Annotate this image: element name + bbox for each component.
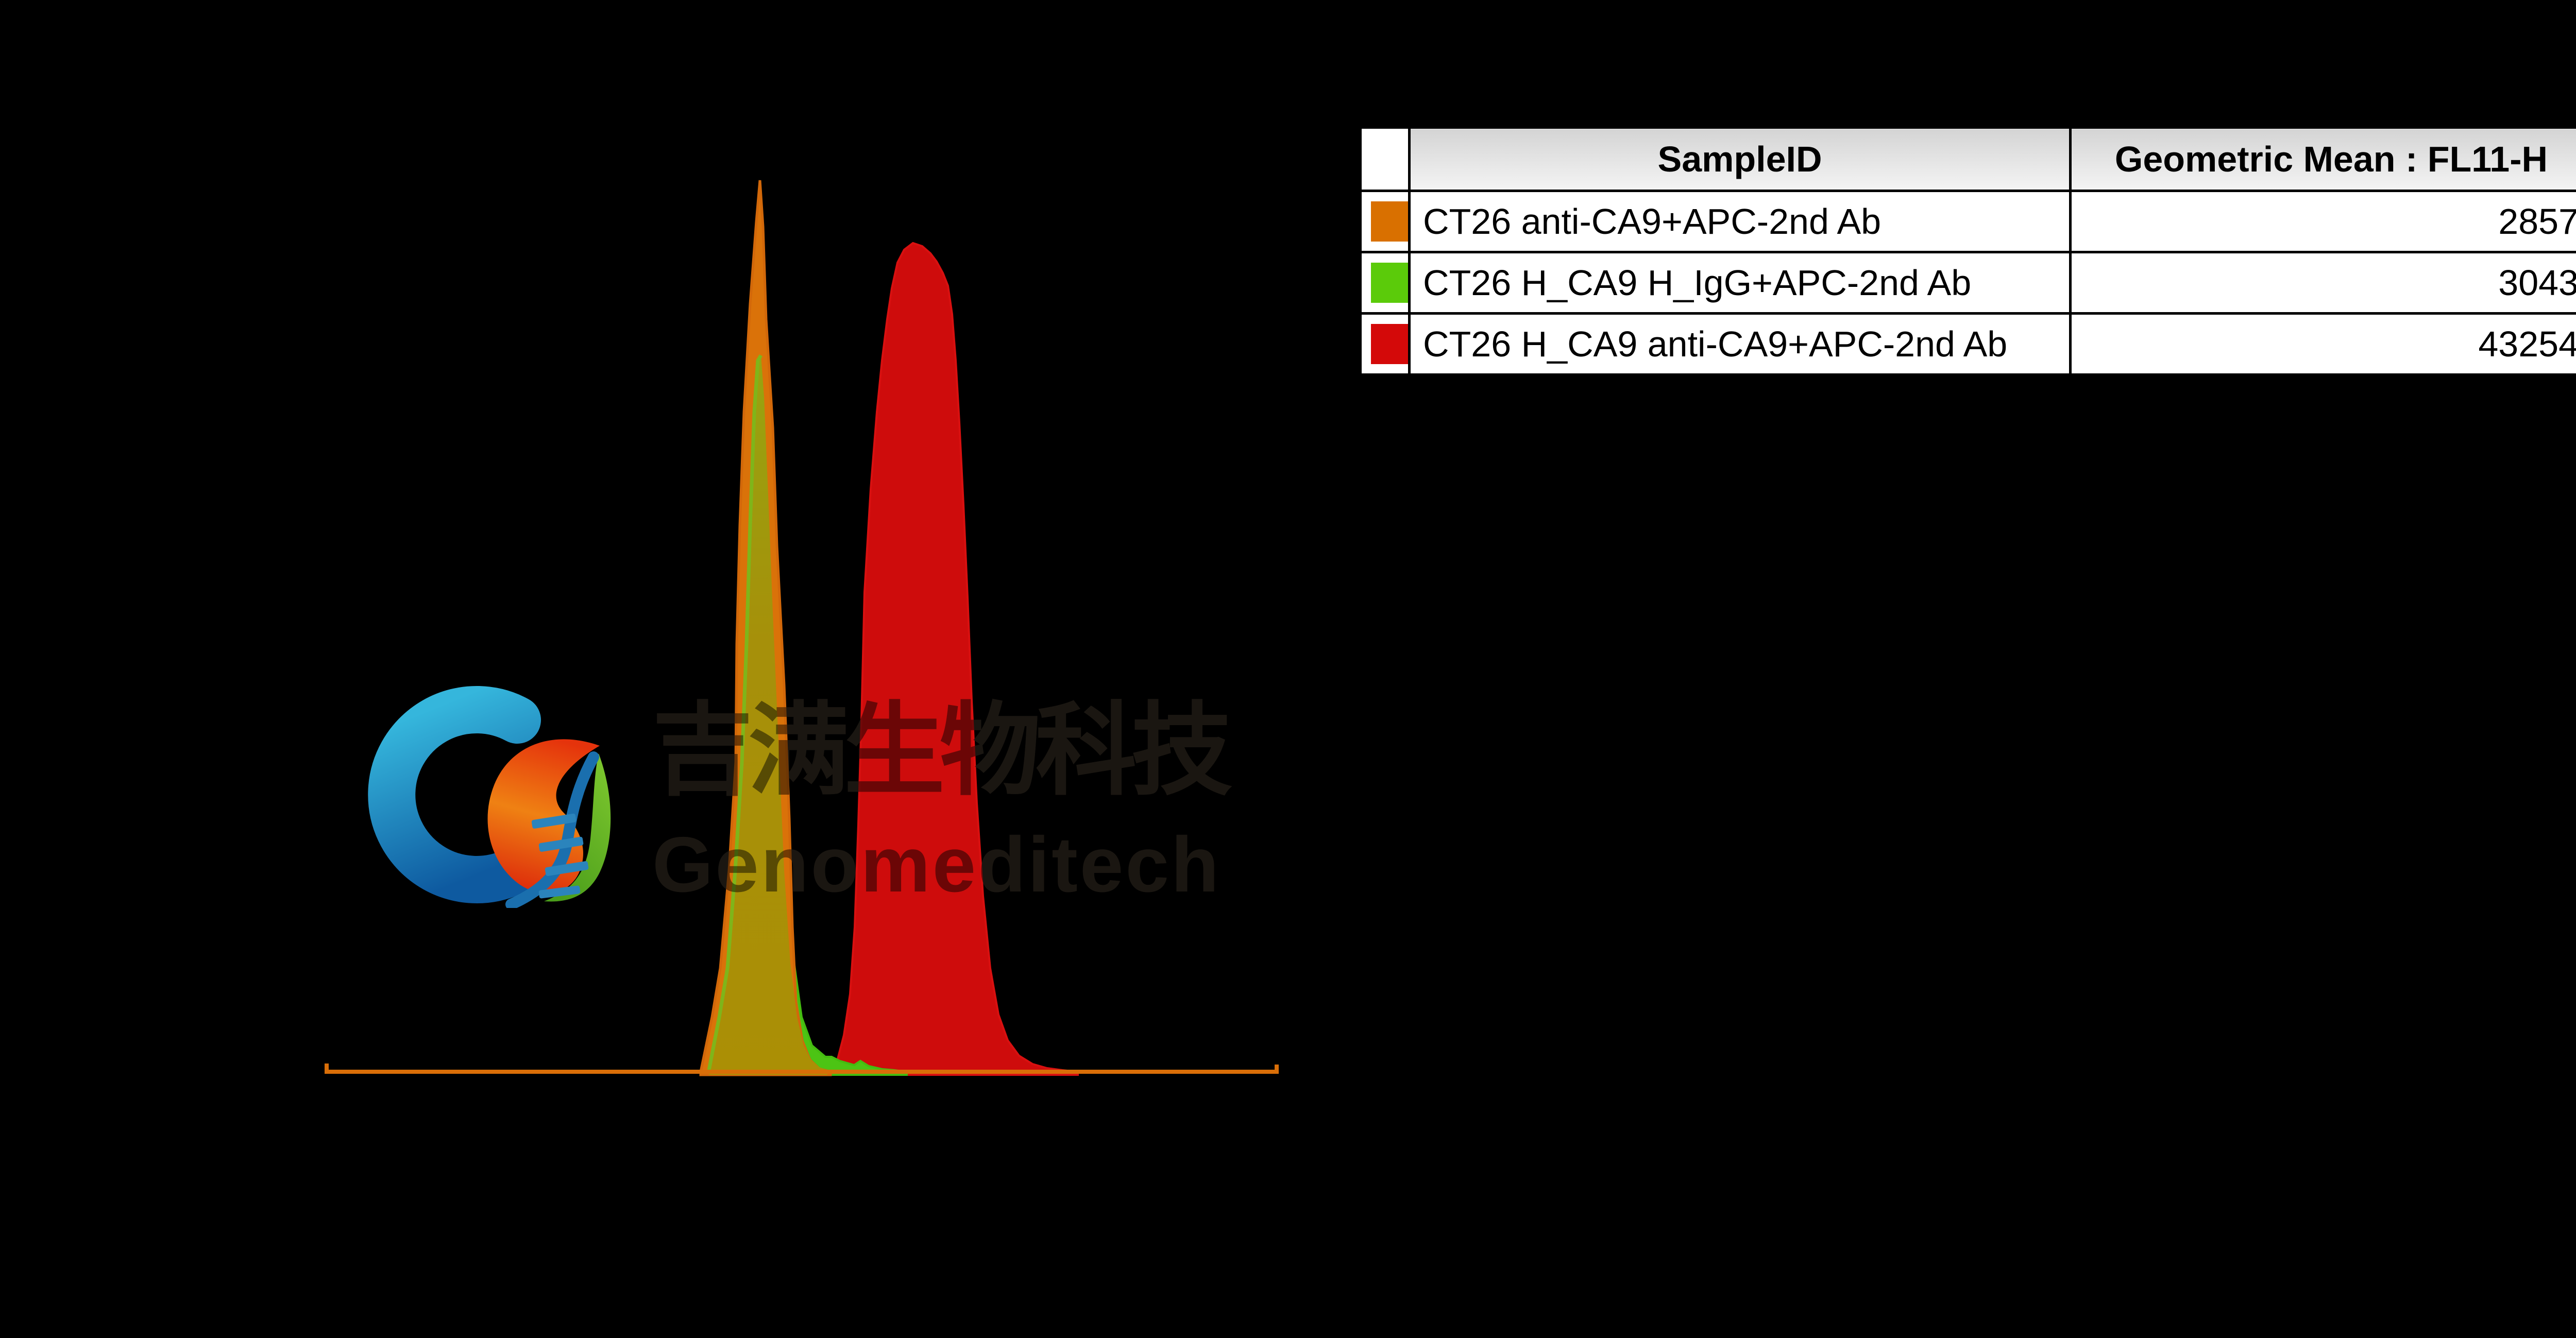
x-axis-baseline <box>325 1063 1279 1074</box>
sample-id-cell: CT26 anti-CA9+APC-2nd Ab <box>1408 190 2072 253</box>
header-sample-id: SampleID <box>1408 126 2072 192</box>
table-row: CT26 H_CA9 anti-CA9+APC-2nd Ab 43254 <box>1359 312 2576 376</box>
histogram-red-ct26-hca9-antica9 <box>827 242 1079 1076</box>
logo-dna-rungs <box>531 813 589 899</box>
table-row: CT26 anti-CA9+APC-2nd Ab 2857 <box>1359 190 2576 253</box>
statistics-table: SampleID Geometric Mean : FL11-H CT26 an… <box>1359 126 2576 376</box>
header-geometric-mean: Geometric Mean : FL11-H <box>2069 126 2576 192</box>
legend-swatch-cell <box>1359 312 1411 376</box>
table-row: CT26 H_CA9 H_IgG+APC-2nd Ab 3043 <box>1359 251 2576 315</box>
logo-blue-c <box>368 686 541 903</box>
legend-swatch-cell <box>1359 251 1411 315</box>
geometric-mean-cell: 43254 <box>2069 312 2576 376</box>
histogram-overlap-olive <box>709 355 827 1075</box>
legend-swatch-cell <box>1359 190 1411 253</box>
logo-leaf <box>544 753 611 902</box>
table-header-row: SampleID Geometric Mean : FL11-H <box>1359 126 2576 192</box>
sample-id-cell: CT26 H_CA9 anti-CA9+APC-2nd Ab <box>1408 312 2072 376</box>
genomeditech-logo-icon <box>368 686 611 908</box>
legend-color-swatch <box>1371 324 1408 364</box>
legend-color-swatch <box>1371 201 1408 242</box>
geometric-mean-cell: 3043 <box>2069 251 2576 315</box>
sample-id-cell: CT26 H_CA9 H_IgG+APC-2nd Ab <box>1408 251 2072 315</box>
logo-flame <box>487 739 600 894</box>
geometric-mean-cell: 2857 <box>2069 190 2576 253</box>
legend-color-swatch <box>1371 263 1408 303</box>
histogram-overlap-green-edge <box>707 354 763 1071</box>
header-swatch-column <box>1359 126 1411 192</box>
